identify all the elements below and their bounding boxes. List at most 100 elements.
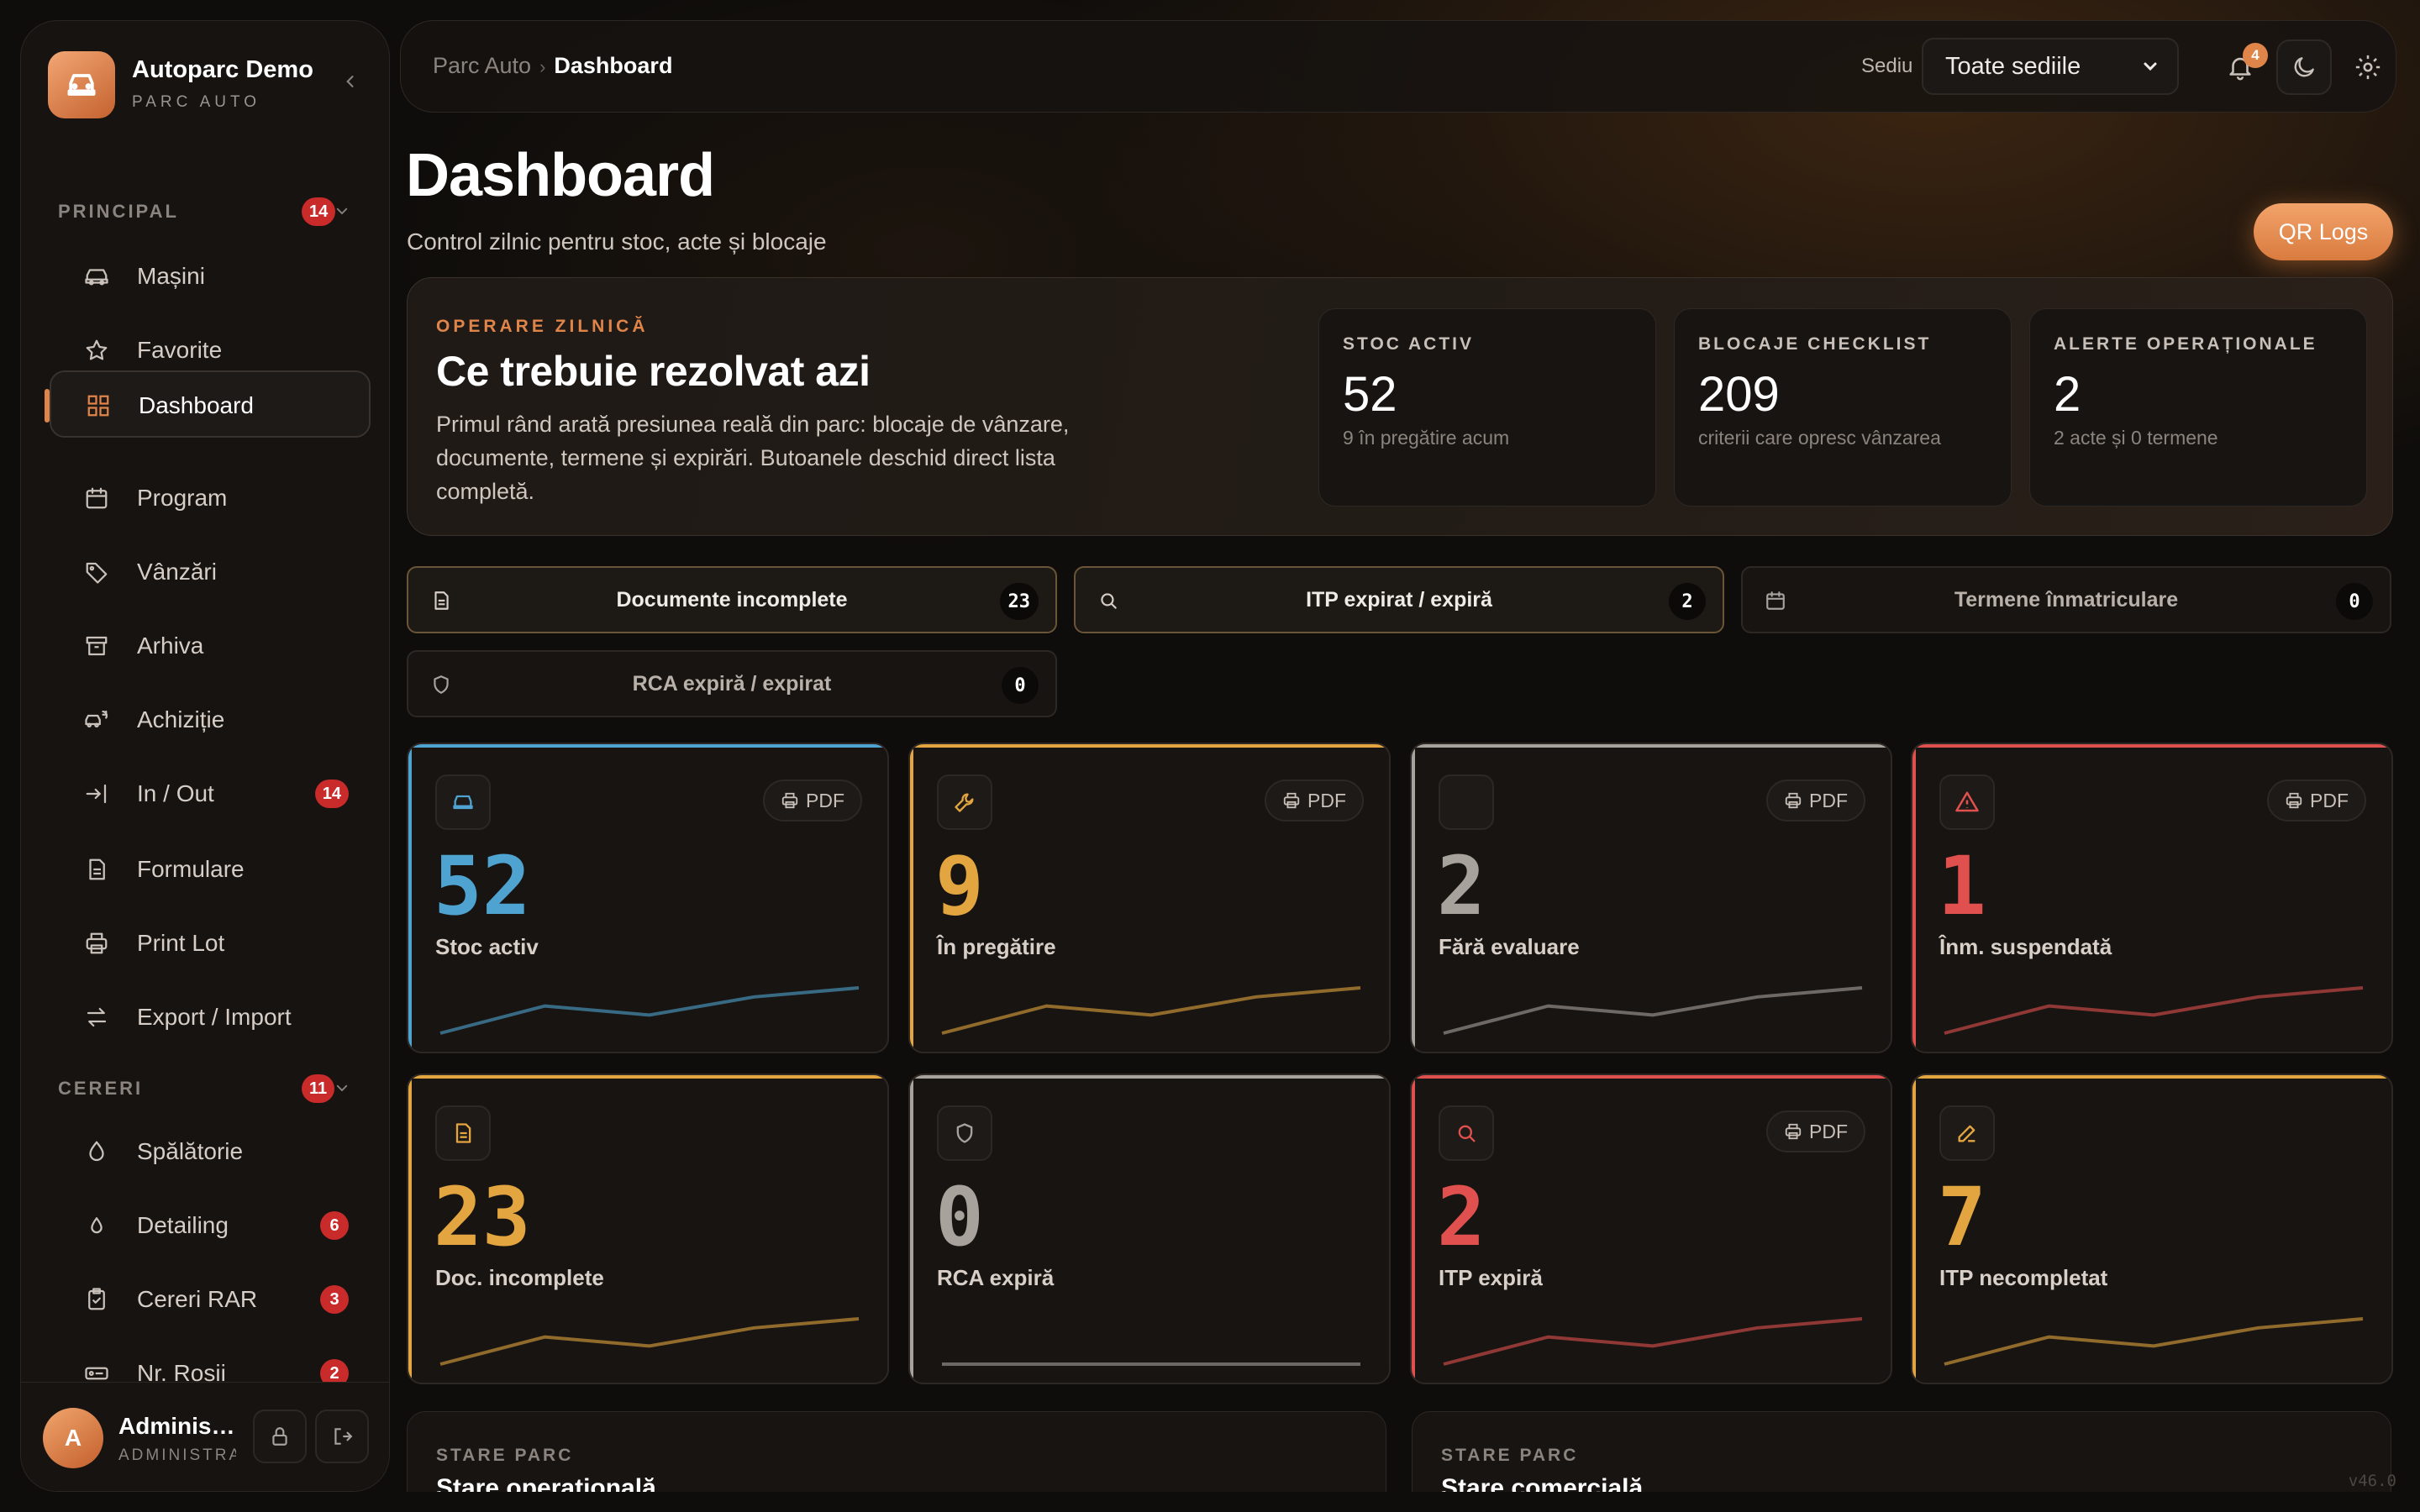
breadcrumb-parc-auto[interactable]: Parc Auto — [433, 53, 532, 78]
filter-itp-expirat[interactable]: ITP expirat / expiră 2 — [1074, 566, 1724, 633]
card-accent — [1912, 744, 1916, 1052]
sidebar-item-cereri-rar[interactable]: Cereri RAR 3 — [50, 1266, 371, 1333]
theme-toggle-button[interactable] — [2276, 39, 2332, 95]
kpi-card-in-pregatire[interactable]: PDF 9 În pregătire — [908, 743, 1391, 1053]
sidebar-item-export-import[interactable]: Export / Import — [50, 984, 371, 1051]
section-principal[interactable]: PRINCIPAL 14 — [58, 192, 371, 229]
filter-count: 0 — [1002, 667, 1039, 704]
car-refresh-icon — [83, 706, 110, 733]
stat-detail: criterii care opresc vânzarea — [1698, 427, 1941, 449]
chevron-right-icon: › — [539, 56, 546, 77]
filter-documente-incomplete[interactable]: Documente incomplete 23 — [407, 566, 1057, 633]
sidebar-item-favorite[interactable]: Favorite — [50, 317, 371, 384]
chevron-down-icon[interactable] — [330, 199, 354, 223]
kpi-card-itp-necompletat[interactable]: 7 ITP necompletat — [1911, 1074, 2393, 1384]
chevron-left-icon[interactable] — [334, 65, 367, 98]
sediu-select[interactable]: Toate sediile — [1922, 38, 2179, 95]
page-subtitle: Control zilnic pentru stoc, acte și bloc… — [407, 228, 827, 255]
card-accent — [1912, 1075, 1916, 1383]
kpi-label: ITP expiră — [1439, 1265, 1543, 1290]
stat-alerte-operationale[interactable]: ALERTE OPERAȚIONALE 2 2 acte și 0 termen… — [2029, 308, 2367, 507]
sparkline — [942, 1362, 1360, 1366]
kpi-card-fara-evaluare[interactable]: PDF 2 Fără evaluare — [1410, 743, 1892, 1053]
kpi-label: În pregătire — [937, 934, 1056, 959]
section-cereri[interactable]: CERERI 11 — [58, 1069, 371, 1106]
pdf-button[interactable]: PDF — [2267, 780, 2366, 822]
stat-blocaje-checklist[interactable]: BLOCAJE CHECKLIST 209 criterii care opre… — [1674, 308, 2012, 507]
count-badge: 6 — [320, 1211, 349, 1240]
kpi-value: 9 — [935, 839, 984, 933]
card-accent — [910, 1075, 1389, 1079]
filter-count: 2 — [1669, 583, 1706, 620]
kpi-label: Stoc activ — [435, 934, 539, 959]
stat-stoc-activ[interactable]: STOC ACTIV 52 9 în pregătire acum — [1318, 308, 1656, 507]
pdf-button[interactable]: PDF — [1265, 780, 1364, 822]
notification-count: 4 — [2243, 43, 2268, 68]
sidebar-item-detailing[interactable]: Detailing 6 — [50, 1192, 371, 1259]
section-label: PRINCIPAL — [58, 201, 179, 222]
pdf-button[interactable]: PDF — [1766, 780, 1865, 822]
kpi-card-itp-expira[interactable]: PDF 2 ITP expiră — [1410, 1074, 1892, 1384]
printer-icon — [2286, 792, 2302, 809]
kpi-label: Înm. suspendată — [1939, 934, 2112, 959]
plate-icon — [83, 1360, 110, 1387]
card-accent — [408, 744, 887, 748]
sidebar-item-masini[interactable]: Mașini — [50, 243, 371, 310]
kpi-card-doc-incomplete[interactable]: 23 Doc. incomplete — [407, 1074, 889, 1384]
panel-kicker: STARE PARC — [436, 1446, 574, 1465]
swap-icon — [83, 1004, 110, 1031]
filter-label: Termene înmatriculare — [1954, 588, 2179, 612]
card-accent — [408, 1075, 412, 1383]
document-icon — [435, 1105, 491, 1161]
sparkline — [439, 1317, 860, 1366]
stat-detail: 9 în pregătire acum — [1343, 427, 1510, 449]
kpi-value: 2 — [1437, 839, 1486, 933]
daily-operations-panel: OPERARE ZILNICĂ Ce trebuie rezolvat azi … — [407, 277, 2393, 536]
avatar[interactable]: A — [43, 1408, 103, 1468]
kpi-value: 52 — [434, 839, 531, 933]
sidebar-item-spalatorie[interactable]: Spălătorie — [50, 1118, 371, 1185]
pdf-button[interactable]: PDF — [1766, 1110, 1865, 1152]
document-icon — [429, 588, 454, 613]
sidebar-item-label: Export / Import — [137, 1004, 292, 1030]
kpi-card-rca-expira[interactable]: 0 RCA expiră — [908, 1074, 1391, 1384]
sidebar-item-label: In / Out — [137, 780, 214, 806]
sidebar-item-formulare[interactable]: Formulare — [50, 836, 371, 903]
sidebar-item-label: Print Lot — [137, 930, 225, 956]
brand[interactable]: Autoparc Demo PARC AUTO — [48, 51, 367, 122]
section-label: CERERI — [58, 1078, 144, 1099]
sidebar-item-vanzari[interactable]: Vânzări — [50, 538, 371, 606]
sidebar-item-print-lot[interactable]: Print Lot — [50, 910, 371, 977]
filter-count: 23 — [999, 583, 1039, 620]
sidebar-item-arhiva[interactable]: Arhiva — [50, 612, 371, 680]
printer-icon — [1785, 1123, 1802, 1140]
chevron-down-icon[interactable] — [330, 1076, 354, 1100]
filter-termene-inmatriculare[interactable]: Termene înmatriculare 0 — [1741, 566, 2391, 633]
sidebar-item-in-out[interactable]: In / Out 14 — [50, 760, 371, 827]
user-role: ADMINISTRATOR — [118, 1446, 236, 1464]
drop-icon — [83, 1138, 110, 1165]
notifications-button[interactable]: 4 — [2212, 39, 2268, 95]
logout-button[interactable] — [315, 1410, 369, 1463]
card-accent — [910, 744, 1389, 748]
sidebar-item-program[interactable]: Program — [50, 465, 371, 532]
pdf-label: PDF — [1809, 789, 1848, 811]
sidebar-item-achizitie[interactable]: Achiziție — [50, 686, 371, 753]
arrow-in-icon — [83, 780, 110, 807]
topbar: Parc Auto › Dashboard Sediu Toate sediile … — [400, 20, 2396, 113]
car-icon — [435, 774, 491, 830]
kpi-value: 1 — [1938, 839, 1986, 933]
calendar-icon — [1763, 588, 1788, 613]
pdf-button[interactable]: PDF — [763, 780, 862, 822]
sparkline — [941, 986, 1361, 1035]
settings-button[interactable] — [2340, 39, 2396, 95]
filter-rca-expira[interactable]: RCA expiră / expirat 0 — [407, 650, 1057, 717]
lock-button[interactable] — [253, 1410, 307, 1463]
kpi-card-stoc-activ[interactable]: PDF 52 Stoc activ — [407, 743, 889, 1053]
stat-label: STOC ACTIV — [1343, 334, 1475, 354]
sparkline — [439, 986, 860, 1035]
sidebar-item-dashboard[interactable]: Dashboard — [45, 370, 371, 438]
kpi-value: 23 — [434, 1170, 531, 1264]
kpi-card-inm-suspendata[interactable]: PDF 1 Înm. suspendată — [1911, 743, 2393, 1053]
qr-logs-button[interactable]: QR Logs — [2254, 203, 2393, 260]
